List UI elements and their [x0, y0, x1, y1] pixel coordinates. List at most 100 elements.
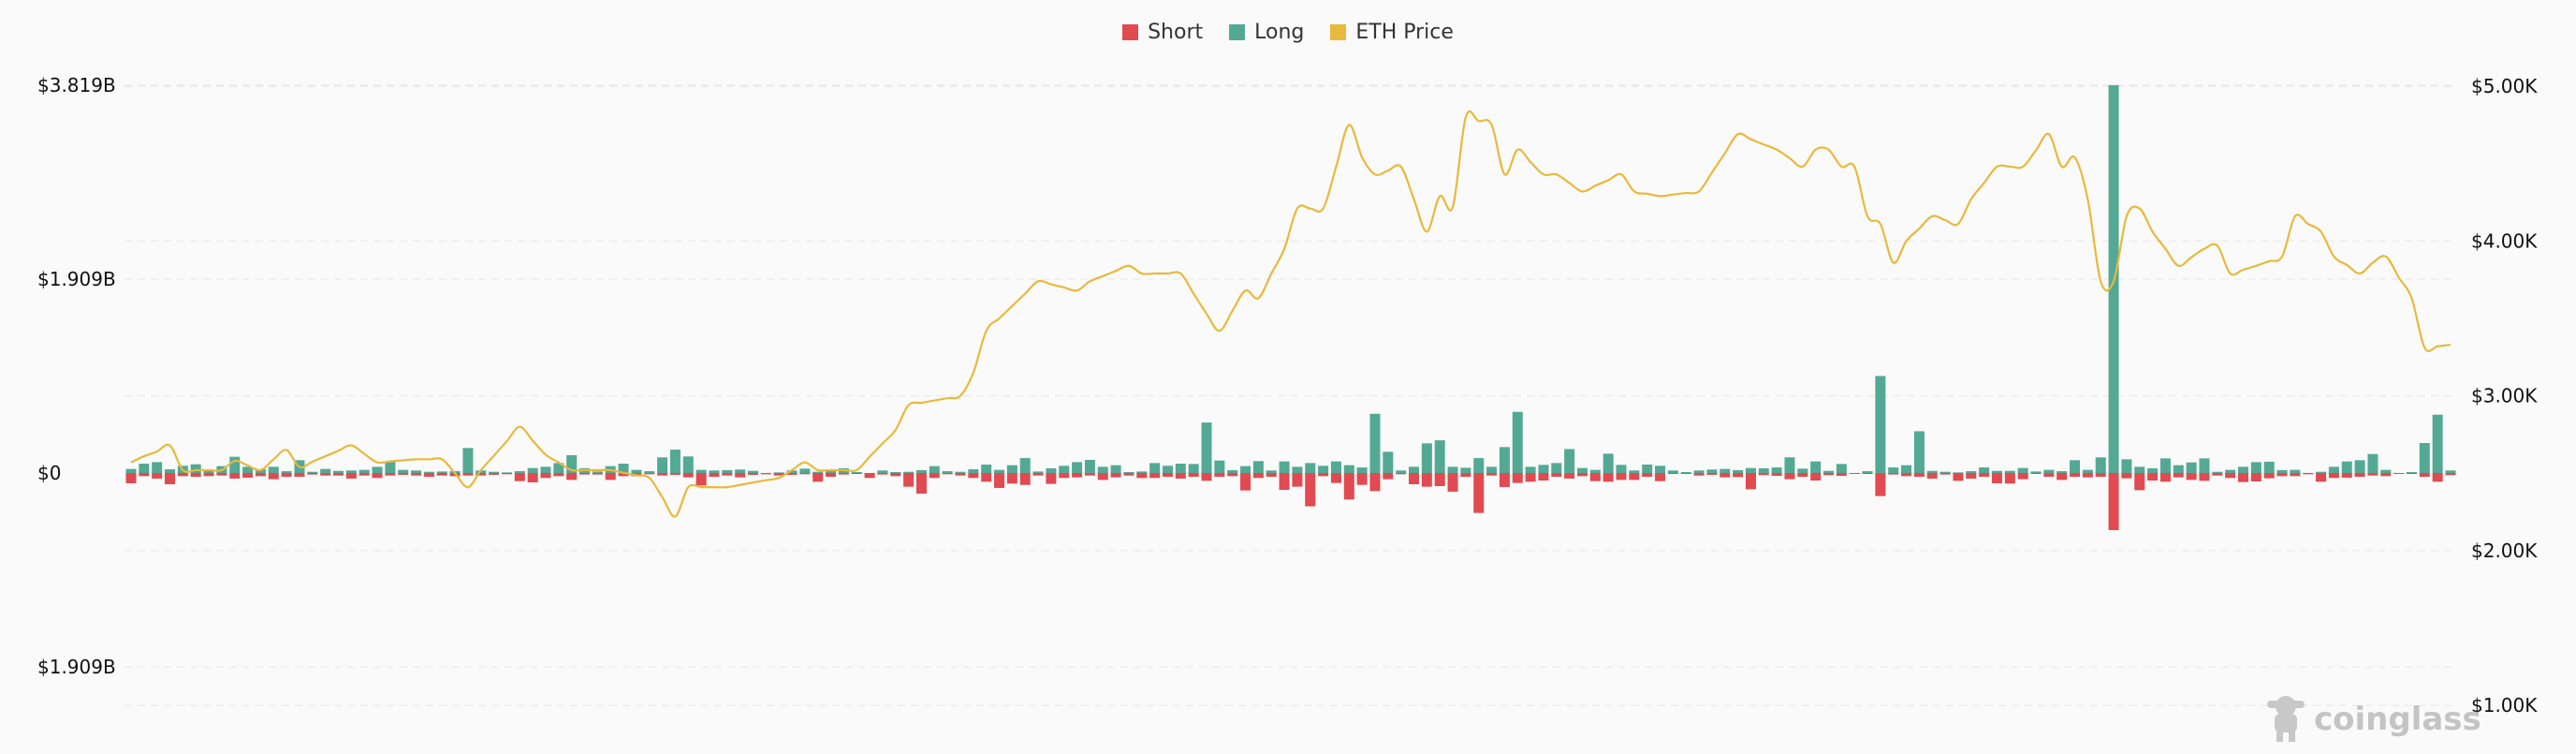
long-bar[interactable]	[190, 464, 201, 473]
long-bar[interactable]	[553, 463, 564, 473]
short-bar[interactable]	[2173, 473, 2184, 478]
long-bar[interactable]	[1991, 470, 2002, 473]
short-bar[interactable]	[489, 473, 500, 475]
long-bar[interactable]	[722, 469, 733, 473]
long-bar[interactable]	[1771, 467, 1782, 473]
short-bar[interactable]	[1305, 473, 1316, 507]
short-bar[interactable]	[1175, 473, 1186, 479]
short-bar[interactable]	[695, 473, 707, 486]
long-bar[interactable]	[1434, 440, 1445, 473]
long-bar[interactable]	[1162, 466, 1173, 473]
long-bar[interactable]	[877, 470, 888, 473]
long-bar[interactable]	[1006, 465, 1017, 473]
long-bar[interactable]	[2082, 469, 2093, 473]
short-bar[interactable]	[1123, 473, 1134, 476]
long-bar[interactable]	[1706, 469, 1718, 473]
long-bar[interactable]	[2341, 461, 2352, 473]
short-bar[interactable]	[903, 473, 915, 487]
long-bar[interactable]	[2263, 461, 2275, 473]
short-bar[interactable]	[476, 473, 487, 476]
short-bar[interactable]	[877, 473, 888, 475]
long-bar[interactable]	[489, 471, 500, 473]
short-bar[interactable]	[2199, 473, 2210, 481]
short-bar[interactable]	[722, 473, 733, 476]
long-bar[interactable]	[2445, 470, 2456, 473]
short-bar[interactable]	[320, 473, 331, 476]
short-bar[interactable]	[1421, 473, 1432, 487]
long-bar[interactable]	[1499, 447, 1510, 473]
long-bar[interactable]	[501, 472, 512, 474]
short-bar[interactable]	[307, 473, 318, 475]
long-bar[interactable]	[242, 466, 254, 473]
short-bar[interactable]	[2017, 473, 2028, 480]
short-bar[interactable]	[177, 473, 188, 477]
short-bar[interactable]	[1836, 473, 1847, 477]
short-bar[interactable]	[1616, 473, 1627, 480]
short-bar[interactable]	[2108, 473, 2119, 530]
short-bar[interactable]	[2263, 473, 2275, 479]
short-bar[interactable]	[1499, 473, 1510, 487]
long-bar[interactable]	[385, 461, 396, 473]
long-bar[interactable]	[1629, 470, 1640, 473]
short-bar[interactable]	[2380, 473, 2392, 477]
short-bar[interactable]	[1369, 473, 1381, 492]
long-bar[interactable]	[2316, 471, 2327, 473]
short-bar[interactable]	[566, 473, 578, 480]
short-bar[interactable]	[2341, 473, 2352, 478]
long-bar[interactable]	[981, 465, 992, 473]
short-bar[interactable]	[760, 473, 771, 475]
short-bar[interactable]	[1434, 473, 1445, 486]
short-bar[interactable]	[501, 473, 512, 475]
long-bar[interactable]	[1084, 460, 1095, 473]
short-bar[interactable]	[657, 473, 668, 476]
short-bar[interactable]	[2212, 473, 2223, 476]
short-bar[interactable]	[1771, 473, 1782, 477]
short-bar[interactable]	[864, 473, 875, 479]
short-bar[interactable]	[1564, 473, 1575, 479]
short-bar[interactable]	[955, 473, 966, 476]
short-bar[interactable]	[165, 473, 176, 485]
long-bar[interactable]	[1797, 468, 1808, 473]
long-bar[interactable]	[968, 468, 979, 473]
long-bar[interactable]	[1305, 463, 1316, 473]
long-bar[interactable]	[1383, 451, 1394, 473]
long-bar[interactable]	[372, 466, 383, 473]
long-bar[interactable]	[669, 450, 681, 473]
long-bar[interactable]	[851, 472, 862, 474]
legend-item-long[interactable]: Long	[1229, 21, 1304, 44]
short-bar[interactable]	[1733, 473, 1744, 478]
short-bar[interactable]	[682, 473, 694, 478]
long-bar[interactable]	[1616, 465, 1627, 473]
short-bar[interactable]	[1460, 473, 1471, 478]
short-bar[interactable]	[1110, 473, 1121, 478]
long-bar[interactable]	[1046, 468, 1057, 473]
long-bar[interactable]	[786, 470, 798, 473]
short-bar[interactable]	[1318, 473, 1329, 477]
short-bar[interactable]	[929, 473, 940, 479]
short-bar[interactable]	[1292, 473, 1303, 487]
short-bar[interactable]	[229, 473, 241, 479]
short-bar[interactable]	[2043, 473, 2055, 478]
long-bar[interactable]	[2406, 472, 2417, 474]
long-bar[interactable]	[1953, 472, 1964, 474]
long-bar[interactable]	[2212, 471, 2223, 473]
short-bar[interactable]	[423, 473, 434, 478]
short-bar[interactable]	[747, 473, 758, 475]
short-bar[interactable]	[1991, 473, 2002, 483]
short-bar[interactable]	[190, 473, 201, 478]
short-bar[interactable]	[1810, 473, 1822, 481]
long-bar[interactable]	[1188, 464, 1199, 473]
long-bar[interactable]	[799, 468, 811, 473]
long-bar[interactable]	[709, 470, 720, 473]
short-bar[interactable]	[669, 473, 681, 475]
short-bar[interactable]	[826, 473, 837, 478]
short-bar[interactable]	[1084, 473, 1095, 476]
long-bar[interactable]	[1227, 469, 1238, 473]
short-bar[interactable]	[1330, 473, 1341, 483]
long-bar[interactable]	[1823, 470, 1835, 473]
long-bar[interactable]	[1901, 465, 1912, 473]
short-bar[interactable]	[1512, 473, 1523, 483]
long-bar[interactable]	[1473, 458, 1485, 473]
short-bar[interactable]	[139, 473, 150, 477]
long-bar[interactable]	[1720, 468, 1731, 473]
